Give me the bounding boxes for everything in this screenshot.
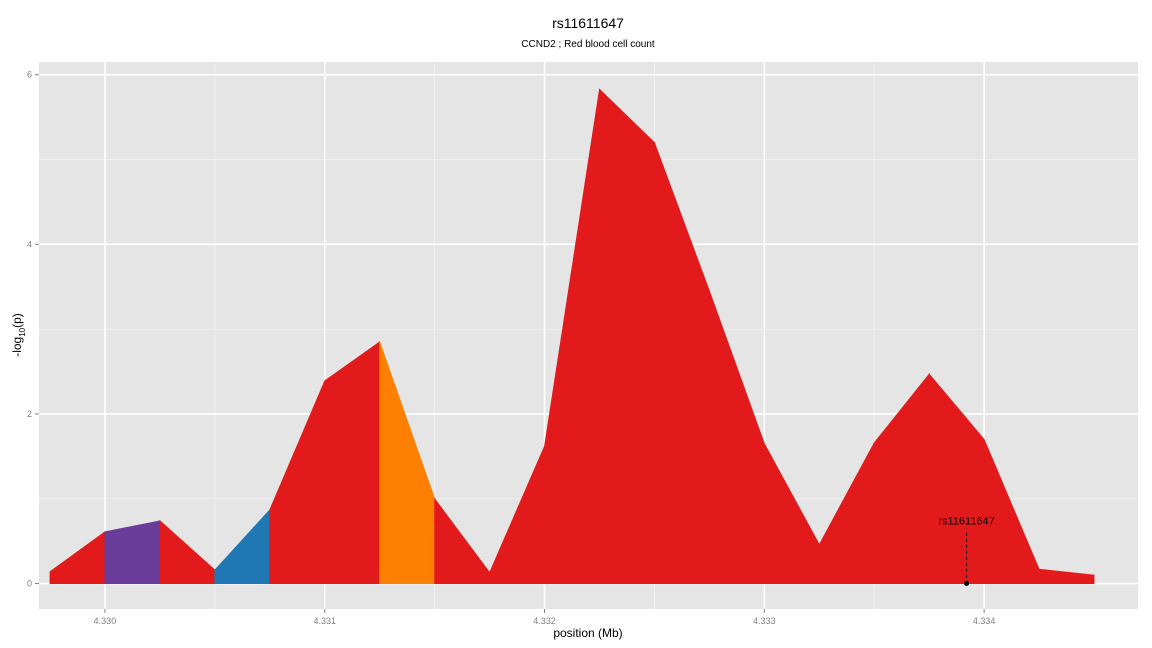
area-series xyxy=(49,88,1095,584)
area-segment xyxy=(324,341,381,584)
x-tick-label: 4.330 xyxy=(94,616,117,626)
x-tick-label: 4.332 xyxy=(533,616,556,626)
axis-ticks: 4.330 4.331 4.332 4.333 4.334 0 2 4 6 xyxy=(27,70,995,626)
y-tick-label: 4 xyxy=(27,239,32,249)
annotation-point xyxy=(964,581,970,587)
area-segment xyxy=(1038,568,1095,584)
area-segment xyxy=(104,520,161,584)
x-tick-label: 4.334 xyxy=(973,616,996,626)
annotation-layer: rs11611647 xyxy=(938,516,995,587)
y-tick-label: 2 xyxy=(27,409,32,419)
y-tick-label: 0 xyxy=(27,579,32,589)
annotation-label: rs11611647 xyxy=(938,516,994,528)
chart-subtitle: CCND2 ; Red blood cell count xyxy=(521,39,655,50)
y-axis-label-tail: (p) xyxy=(10,313,24,328)
y-tick-label: 6 xyxy=(27,70,32,80)
chart-title: rs11611647 xyxy=(552,15,624,31)
x-axis-label: position (Mb) xyxy=(553,626,622,640)
area-segment xyxy=(599,88,655,584)
y-axis-label: -log10(p) xyxy=(10,313,27,357)
x-tick-label: 4.333 xyxy=(753,616,776,626)
x-tick-label: 4.331 xyxy=(313,616,336,626)
y-axis-label-sub: 10 xyxy=(18,327,27,336)
y-axis-label-main: -log xyxy=(10,337,24,357)
